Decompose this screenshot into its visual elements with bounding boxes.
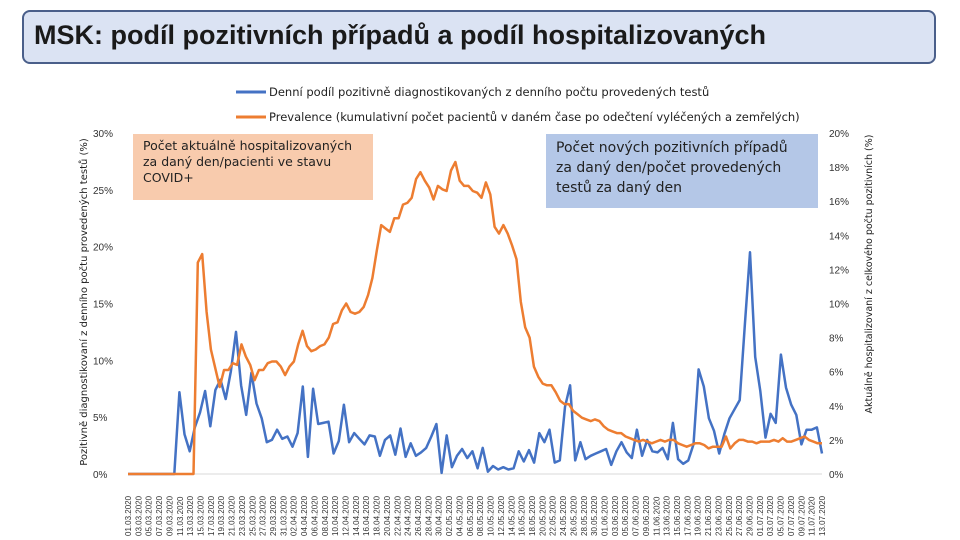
x-tick-label: 27.03.2020 (259, 495, 268, 536)
x-tick-label: 05.03.2020 (145, 495, 154, 536)
x-tick-label: 07.07.2020 (787, 495, 796, 536)
x-tick-label: 28.05.2020 (580, 495, 589, 536)
x-tick-label: 08.04.2020 (321, 495, 330, 536)
title-box: MSK: podíl pozitivních případů a podíl h… (22, 10, 936, 64)
legend-label: Denní podíl pozitivně diagnostikovaných … (269, 85, 709, 99)
x-tick-label: 22.05.2020 (549, 495, 558, 536)
x-tick-label: 24.05.2020 (559, 495, 568, 536)
y-left-tick-label: 5% (93, 413, 108, 424)
y-left-axis-title: Pozitivně diagnostikovaní z denního počt… (78, 138, 90, 466)
y-right-tick-label: 20% (829, 129, 849, 140)
x-tick-label: 27.06.2020 (735, 495, 744, 536)
x-tick-label: 19.03.2020 (217, 495, 226, 536)
x-tick-label: 29.06.2020 (745, 495, 754, 536)
x-tick-label: 19.06.2020 (694, 495, 703, 536)
y-right-tick-label: 14% (829, 231, 849, 242)
x-tick-label: 25.03.2020 (248, 495, 257, 536)
x-tick-label: 29.03.2020 (269, 495, 278, 536)
x-tick-label: 16.05.2020 (518, 495, 527, 536)
x-tick-label: 11.06.2020 (652, 496, 661, 536)
x-tick-label: 02.05.2020 (445, 495, 454, 536)
x-tick-label: 24.04.2020 (404, 495, 413, 536)
y-right-tick-label: 0% (829, 470, 844, 481)
y-right-tick-label: 18% (829, 163, 849, 174)
x-tick-label: 21.06.2020 (704, 495, 713, 536)
x-tick-label: 12.05.2020 (497, 495, 506, 536)
x-tick-label: 13.03.2020 (186, 495, 195, 536)
y-left-tick-label: 20% (93, 243, 113, 254)
page-title: MSK: podíl pozitivních případů a podíl h… (34, 20, 767, 50)
x-tick-label: 01.06.2020 (600, 495, 609, 536)
x-tick-label: 09.03.2020 (165, 495, 174, 536)
y-right-tick-label: 10% (829, 300, 849, 311)
x-tick-label: 05.06.2020 (621, 495, 630, 536)
x-tick-label: 30.04.2020 (435, 495, 444, 536)
x-tick-label: 07.06.2020 (632, 495, 641, 536)
x-tick-label: 08.05.2020 (476, 495, 485, 536)
x-tick-label: 23.06.2020 (714, 495, 723, 536)
x-tick-label: 20.04.2020 (383, 495, 392, 536)
y-right-tick-label: 12% (829, 265, 849, 276)
x-tick-label: 04.04.2020 (300, 495, 309, 536)
x-tick-label: 09.07.2020 (797, 495, 806, 536)
y-left-tick-label: 25% (93, 186, 113, 197)
x-tick-label: 13.06.2020 (663, 495, 672, 536)
legend-label: Prevalence (kumulativní počet pacientů v… (269, 110, 800, 124)
x-tick-label: 26.04.2020 (414, 495, 423, 536)
note-hospitalized: Počet aktuálně hospitalizovaných za daný… (133, 134, 373, 200)
x-tick-label: 06.04.2020 (310, 495, 319, 536)
x-tick-label: 07.03.2020 (155, 495, 164, 536)
x-tick-label: 11.07.2020 (808, 496, 817, 536)
y-right-tick-label: 16% (829, 197, 849, 208)
x-tick-label: 22.04.2020 (393, 495, 402, 536)
x-tick-label: 23.03.2020 (238, 495, 247, 536)
y-right-axis-title: Aktuálně hospitalizovaní z celkového poč… (864, 135, 875, 414)
x-tick-label: 14.04.2020 (352, 495, 361, 536)
x-tick-label: 28.04.2020 (424, 495, 433, 536)
note-positive: Počet nových pozitivních případů za daný… (546, 134, 818, 208)
x-tick-label: 10.05.2020 (487, 495, 496, 536)
x-tick-label: 01.03.2020 (124, 495, 133, 536)
x-tick-label: 01.07.2020 (756, 495, 765, 536)
series-line-prevalence (128, 160, 822, 476)
x-tick-label: 15.03.2020 (197, 495, 206, 536)
x-tick-label: 14.05.2020 (507, 495, 516, 536)
y-left-tick-label: 30% (93, 129, 113, 140)
x-tick-label: 30.05.2020 (590, 495, 599, 536)
y-left-tick-label: 10% (93, 356, 113, 367)
x-tick-label: 06.05.2020 (466, 495, 475, 536)
y-right-tick-label: 2% (829, 436, 844, 447)
x-tick-label: 05.07.2020 (777, 495, 786, 536)
x-tick-label: 17.03.2020 (207, 495, 216, 536)
x-tick-label: 03.07.2020 (766, 495, 775, 536)
x-tick-label: 04.05.2020 (455, 495, 464, 536)
x-tick-label: 15.06.2020 (673, 495, 682, 536)
y-right-tick-label: 8% (829, 334, 844, 345)
y-right-tick-label: 6% (829, 368, 844, 379)
x-tick-label: 11.03.2020 (176, 496, 185, 536)
series-line-positive-share (128, 251, 824, 476)
x-tick-label: 02.04.2020 (290, 495, 299, 536)
x-tick-label: 13.07.2020 (818, 495, 827, 536)
x-tick-label: 03.03.2020 (134, 495, 143, 536)
y-left-tick-label: 15% (93, 300, 113, 311)
y-right-tick-label: 4% (829, 402, 844, 413)
x-tick-label: 20.05.2020 (538, 495, 547, 536)
x-tick-label: 31.03.2020 (279, 495, 288, 536)
x-tick-label: 16.04.2020 (362, 495, 371, 536)
x-tick-label: 25.06.2020 (725, 495, 734, 536)
x-tick-label: 03.06.2020 (611, 495, 620, 536)
x-tick-label: 18.05.2020 (528, 495, 537, 536)
x-tick-label: 09.06.2020 (642, 495, 651, 536)
x-tick-label: 17.06.2020 (683, 495, 692, 536)
x-tick-label: 21.03.2020 (228, 495, 237, 536)
x-tick-label: 12.04.2020 (342, 495, 351, 536)
x-tick-label: 26.05.2020 (569, 495, 578, 536)
y-left-tick-label: 0% (93, 470, 108, 481)
x-tick-label: 18.04.2020 (373, 495, 382, 536)
x-tick-label: 10.04.2020 (331, 495, 340, 536)
